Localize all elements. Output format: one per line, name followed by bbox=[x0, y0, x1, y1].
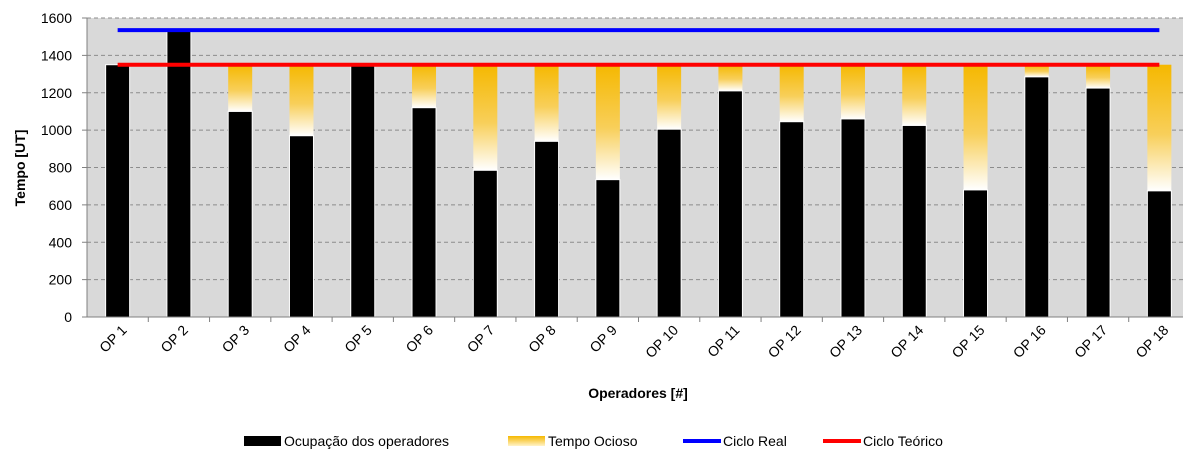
idle-time-bar bbox=[412, 64, 437, 108]
x-tick-label: OP 13 bbox=[826, 322, 865, 361]
y-tick-label: 200 bbox=[49, 272, 73, 288]
x-tick-label: OP 9 bbox=[586, 322, 620, 356]
occupation-bar bbox=[350, 63, 376, 318]
idle-time-bar bbox=[1024, 64, 1049, 77]
occupation-bar bbox=[472, 169, 498, 318]
x-tick-label: OP 15 bbox=[948, 322, 987, 361]
idle-time-bar bbox=[595, 64, 620, 180]
y-tick-label: 1000 bbox=[41, 122, 72, 138]
occupation-bar bbox=[840, 118, 866, 318]
occupation-bar bbox=[656, 128, 682, 318]
occupation-bar bbox=[105, 64, 131, 318]
legend-label: Tempo Ocioso bbox=[548, 433, 638, 449]
occupation-bar bbox=[166, 29, 192, 318]
legend-ciclo-teorico: Ciclo Teórico bbox=[823, 433, 943, 449]
occupation-bar bbox=[717, 90, 743, 318]
x-tick-label: OP 2 bbox=[157, 322, 191, 356]
idle-time-bar bbox=[1147, 64, 1172, 191]
idle-time-bar bbox=[840, 64, 865, 119]
idle-time-bar bbox=[963, 64, 988, 190]
legend: Ocupação dos operadores Tempo Ocioso Ciclo… bbox=[244, 433, 943, 449]
occupation-bar bbox=[1146, 190, 1172, 318]
legend-ciclo-real: Ciclo Real bbox=[683, 433, 787, 449]
bars bbox=[105, 29, 1172, 318]
x-tick-label: OP 10 bbox=[642, 322, 681, 361]
idle-time-bar bbox=[657, 64, 682, 130]
x-tick-label: OP 5 bbox=[341, 322, 375, 356]
x-axis-title: Operadores [#] bbox=[588, 385, 688, 401]
occupation-bar bbox=[963, 189, 989, 318]
x-tick-labels: OP 1 OP 2 OP 3 OP 4 OP 5 OP 6 OP 7 OP 8 OP 9 OP 1… bbox=[96, 317, 1172, 361]
y-tick-label: 1600 bbox=[41, 10, 72, 26]
x-tick-label: OP 18 bbox=[1132, 322, 1171, 361]
x-tick-label: OP 14 bbox=[887, 322, 926, 361]
legend-label: Ciclo Real bbox=[723, 433, 787, 449]
idle-time-bar bbox=[534, 64, 559, 142]
x-tick-label: OP 1 bbox=[96, 322, 130, 356]
occupation-bar bbox=[901, 124, 927, 318]
y-tick-label: 800 bbox=[49, 160, 73, 176]
idle-time-bar bbox=[473, 64, 498, 171]
reference-lines bbox=[117, 28, 1160, 67]
y-tick-label: 400 bbox=[49, 234, 73, 250]
y-tick-labels: 0 200 400 600 800 1000 1200 1400 1600 bbox=[41, 10, 87, 325]
idle-time-bar bbox=[779, 64, 804, 122]
occupation-bar bbox=[779, 121, 805, 318]
x-tick-label: OP 8 bbox=[525, 322, 559, 356]
y-tick-label: 1400 bbox=[41, 47, 72, 63]
legend-swatch bbox=[244, 436, 281, 446]
y-tick-label: 0 bbox=[64, 309, 72, 325]
idle-time-bar bbox=[902, 64, 927, 126]
occupation-bar bbox=[1024, 76, 1050, 318]
legend-label: Ciclo Teórico bbox=[863, 433, 943, 449]
x-tick-label: OP 7 bbox=[464, 322, 498, 356]
y-tick-label: 1200 bbox=[41, 85, 72, 101]
x-tick-label: OP 17 bbox=[1071, 322, 1110, 361]
idle-time-bar bbox=[718, 64, 743, 91]
occupation-bar bbox=[227, 110, 253, 318]
x-tick-label: OP 6 bbox=[402, 322, 436, 356]
x-tick-label: OP 4 bbox=[280, 322, 314, 356]
idle-time-bar bbox=[228, 64, 253, 112]
y-tick-label: 600 bbox=[49, 197, 73, 213]
occupation-bar bbox=[1085, 87, 1111, 318]
occupation-bar bbox=[411, 107, 437, 318]
legend-idle: Tempo Ocioso bbox=[508, 433, 638, 449]
x-tick-label: OP 3 bbox=[219, 322, 253, 356]
legend-swatch bbox=[508, 436, 545, 446]
gridlines bbox=[87, 17, 1183, 281]
occupation-bar bbox=[595, 179, 621, 318]
occupation-bar bbox=[288, 135, 314, 318]
idle-time-bar bbox=[289, 64, 314, 136]
occupation-bar bbox=[534, 140, 560, 318]
y-axis-title: Tempo [UT] bbox=[12, 130, 28, 207]
legend-label: Ocupação dos operadores bbox=[284, 433, 449, 449]
x-tick-label: OP 11 bbox=[704, 322, 743, 361]
x-tick-label: OP 16 bbox=[1010, 322, 1049, 361]
x-tick-label: OP 12 bbox=[765, 322, 804, 361]
idle-time-bar bbox=[1086, 64, 1111, 89]
legend-occupation: Ocupação dos operadores bbox=[244, 433, 449, 449]
